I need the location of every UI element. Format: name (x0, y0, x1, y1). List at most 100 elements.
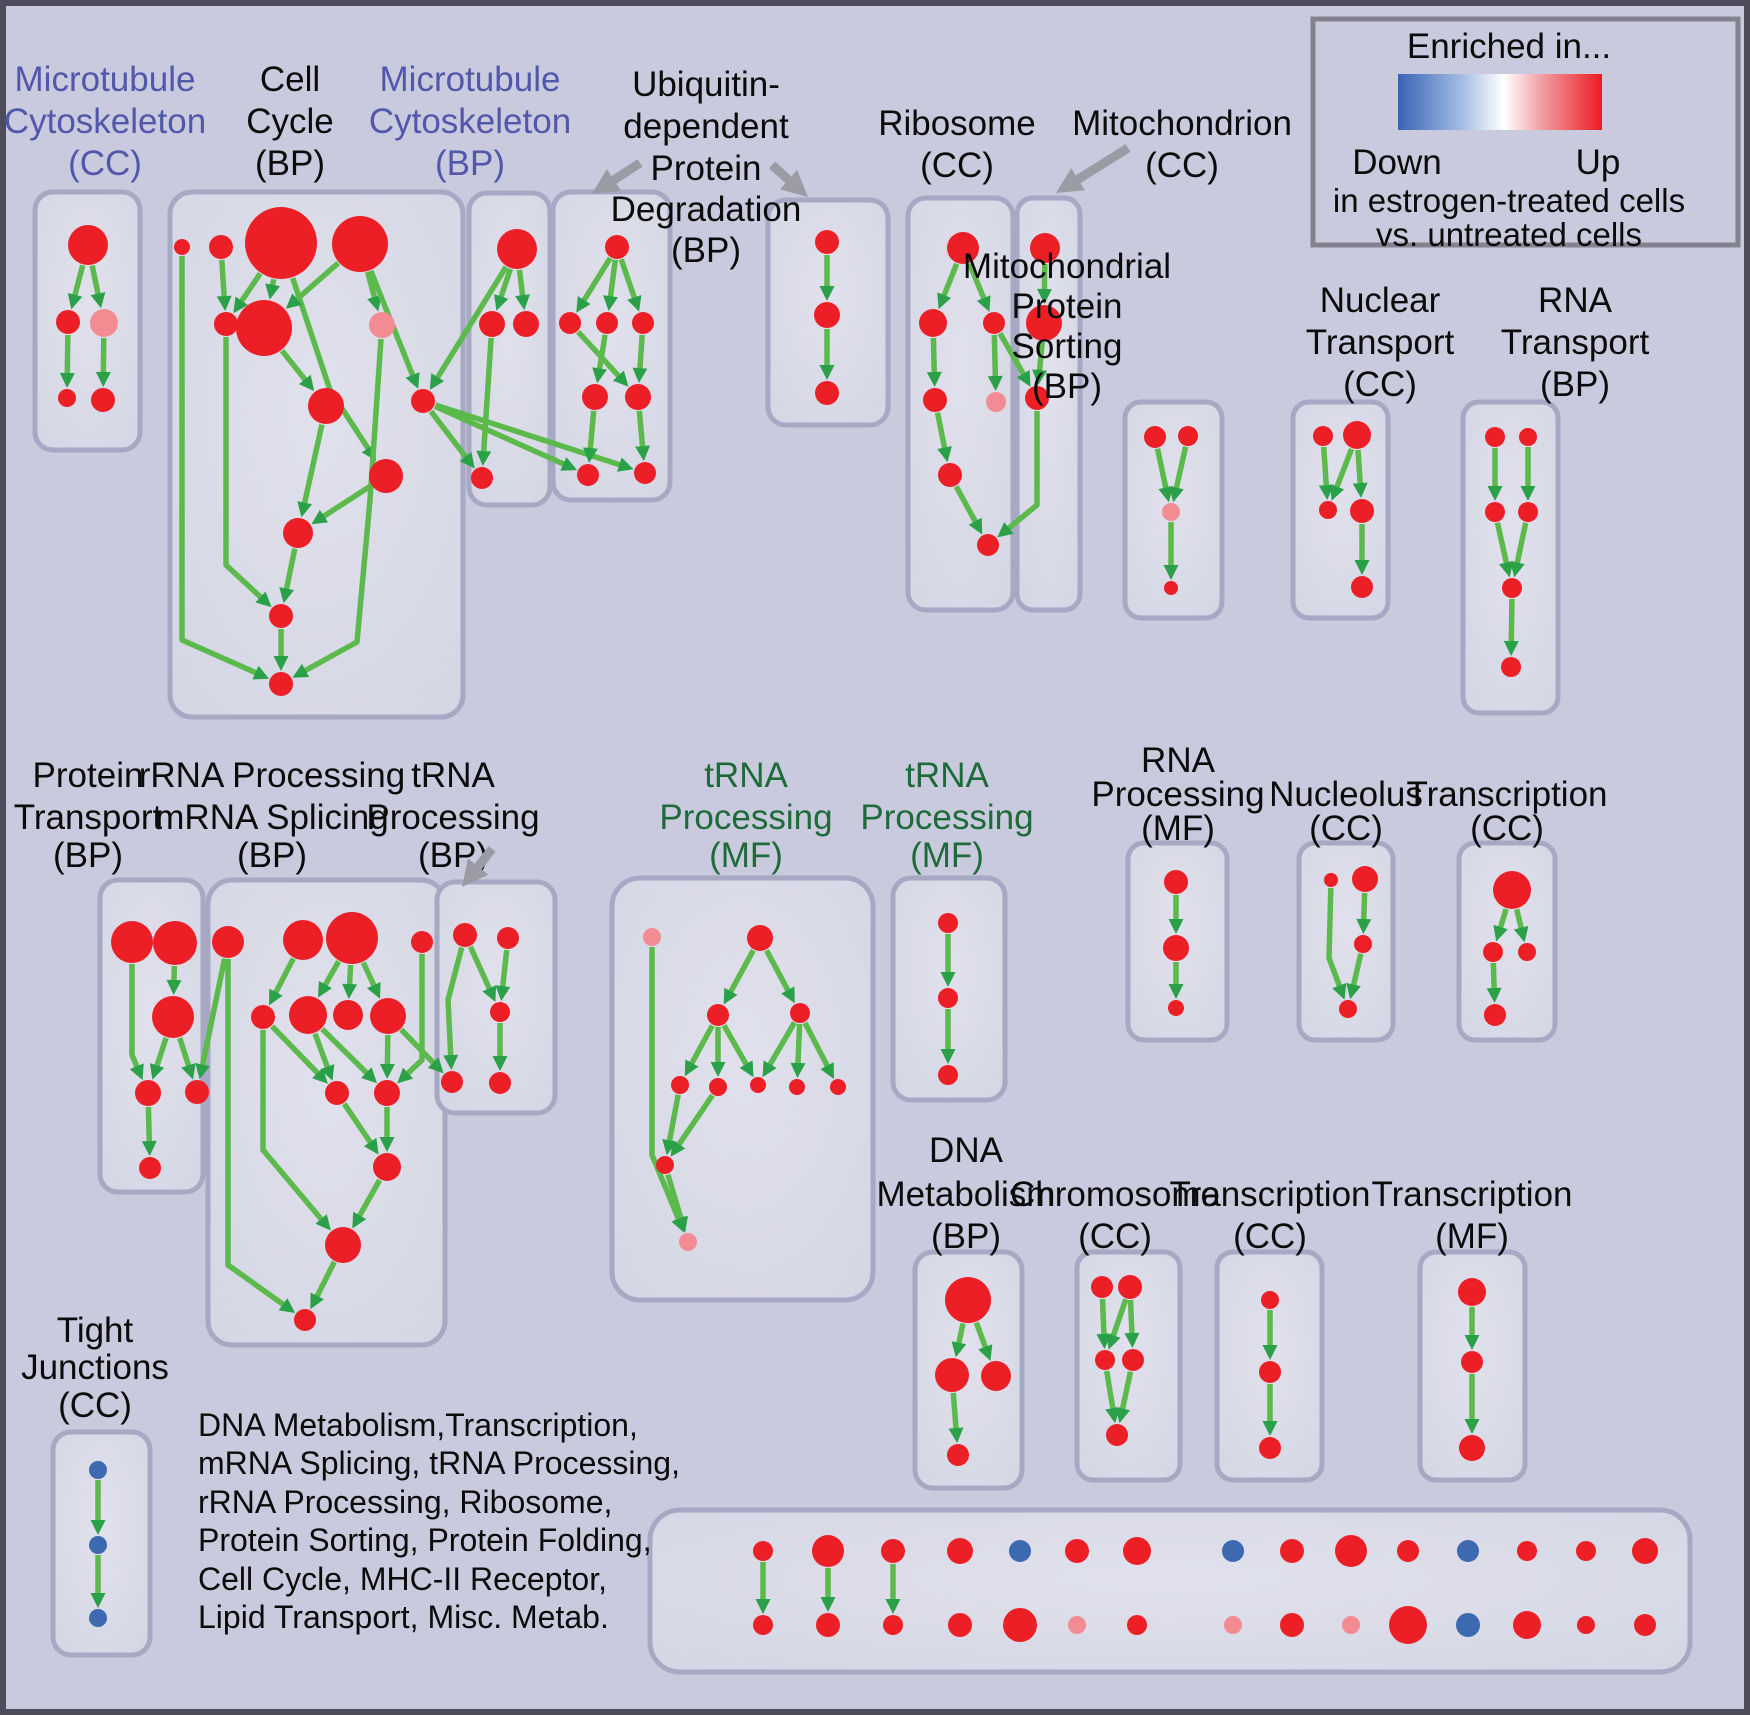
relation-arrow-shaft (225, 959, 287, 1308)
trna-processing-mf-small-label: tRNA (905, 756, 989, 795)
relation-arrow-head (315, 1214, 331, 1231)
go-term-node (750, 1077, 766, 1093)
go-term-node (1493, 871, 1531, 909)
relation-arrow-head (739, 1060, 754, 1078)
relation-arrow-shaft (1154, 448, 1169, 491)
relation-arrow-shaft (1494, 522, 1510, 566)
relation-arrow-head (320, 1064, 335, 1081)
relation-arrow-head (397, 1067, 414, 1084)
relation-arrow-head (1354, 560, 1370, 575)
go-term-node (1634, 1614, 1656, 1636)
go-term-node (1127, 1615, 1147, 1635)
relation-arrow-shaft (764, 949, 792, 994)
relation-arrow-head (90, 1520, 106, 1535)
relation-arrow-shaft (499, 949, 510, 989)
trna-processing-bp-label: tRNA (411, 756, 495, 795)
go-term-node (1632, 1538, 1658, 1564)
trna-processing-mf-large-label: Processing (659, 798, 832, 837)
go-term-node (373, 1153, 401, 1181)
go-term-node (812, 1535, 844, 1567)
go-term-node (1144, 426, 1166, 448)
go-term-node (1106, 1424, 1128, 1446)
nucleolus-cc-label: Nucleolus (1269, 775, 1423, 814)
microtubule-cytoskeleton-bp-box (466, 190, 553, 508)
go-term-node (135, 1080, 161, 1106)
relation-arrow-shaft (219, 259, 228, 299)
go-term-node (139, 1157, 161, 1179)
legend-box (1310, 16, 1741, 248)
relation-arrow-head (59, 372, 75, 388)
rna-transport-bp-label: Transport (1501, 323, 1650, 362)
relation-arrow-shaft (1110, 1298, 1129, 1339)
go-term-node (513, 311, 539, 337)
go-term-node (489, 1072, 511, 1094)
relation-arrow-shaft (434, 265, 509, 381)
relation-arrow-shaft (649, 947, 682, 1222)
go-term-node (212, 926, 244, 958)
relation-arrow-shaft (596, 334, 608, 371)
microtubule-cytoskeleton-cc-label: Microtubule (15, 60, 196, 99)
relation-arrow-shaft (1508, 598, 1515, 644)
relation-arrow-head (1520, 486, 1536, 501)
go-term-node (370, 998, 406, 1034)
trna-processing-mf-large-box (609, 875, 876, 1303)
trna-processing-bp-label: Processing (366, 798, 539, 837)
nuclear-transport-cc-label: Nuclear (1320, 281, 1441, 320)
go-term-node (1339, 1000, 1357, 1018)
layer-text: MicrotubuleCytoskeleton(CC)CellCycle(BP)… (4, 16, 1741, 1635)
go-term-node (1397, 1540, 1419, 1562)
go-term-node (1576, 1541, 1596, 1561)
go-term-node (89, 1461, 107, 1479)
relation-arrow-shaft (1355, 449, 1364, 486)
relation-arrow-head (216, 295, 232, 311)
relation-arrow-head (361, 1067, 377, 1084)
relation-arrow-head (429, 373, 445, 390)
relation-arrow-head (297, 501, 312, 518)
go-term-node (582, 384, 608, 410)
transcription-mf-bottom-label: Transcription (1372, 1175, 1573, 1214)
relation-arrow-shaft (637, 334, 645, 371)
relation-arrow-shaft (766, 1021, 797, 1068)
relation-arrow-shaft (1173, 446, 1189, 491)
relation-arrow-head (1115, 1407, 1130, 1424)
go-term-node (707, 1004, 729, 1026)
tight-junctions-cc-label: (CC) (58, 1386, 132, 1425)
relation-arrow-head (1106, 1333, 1121, 1350)
go-term-node (1003, 1608, 1037, 1642)
relation-arrow-head (1158, 486, 1174, 503)
relation-arrow-head (252, 665, 270, 680)
relation-arrow-head (90, 292, 106, 309)
go-term-node (1164, 870, 1188, 894)
relation-arrow-head (427, 1057, 444, 1074)
go-term-node (91, 388, 115, 412)
relation-arrow-head (819, 286, 835, 301)
relation-arrow-head (149, 1063, 165, 1080)
relation-arrow-shaft (1326, 887, 1343, 989)
go-term-node (881, 1539, 905, 1563)
ubiquitin-dependent-protein-degradation-bp-label: Protein (651, 149, 762, 188)
nuclear-transport-cc-label: (CC) (1343, 365, 1417, 404)
relation-arrow-head (494, 294, 509, 311)
relation-arrow-head (612, 370, 629, 387)
go-term-node (1352, 866, 1378, 892)
relation-arrow-shaft (356, 1178, 382, 1219)
relation-arrow-shaft (199, 958, 228, 1068)
relation-arrow-head (1168, 919, 1184, 934)
go-term-node (214, 312, 238, 336)
go-term-node (1065, 1539, 1089, 1563)
go-term-node (111, 921, 153, 963)
relation-arrow-shaft (1490, 962, 1497, 991)
relation-arrow-head (367, 295, 382, 312)
relation-arrow-head (1487, 486, 1503, 501)
relation-arrow-head (255, 591, 272, 608)
relation-arrow-shaft (795, 1023, 803, 1066)
relation-arrow-head (67, 293, 83, 310)
go-term-node (947, 232, 979, 264)
ubiquitin-dependent-protein-degradation-bp-label: dependent (623, 107, 789, 146)
callout-arrow-trna-bp-head (462, 858, 489, 887)
go-term-node (814, 302, 840, 328)
go-term-node (153, 921, 197, 965)
relation-arrow-head (95, 371, 111, 387)
legend-down-label: Down (1352, 143, 1441, 182)
go-term-node (643, 928, 661, 946)
